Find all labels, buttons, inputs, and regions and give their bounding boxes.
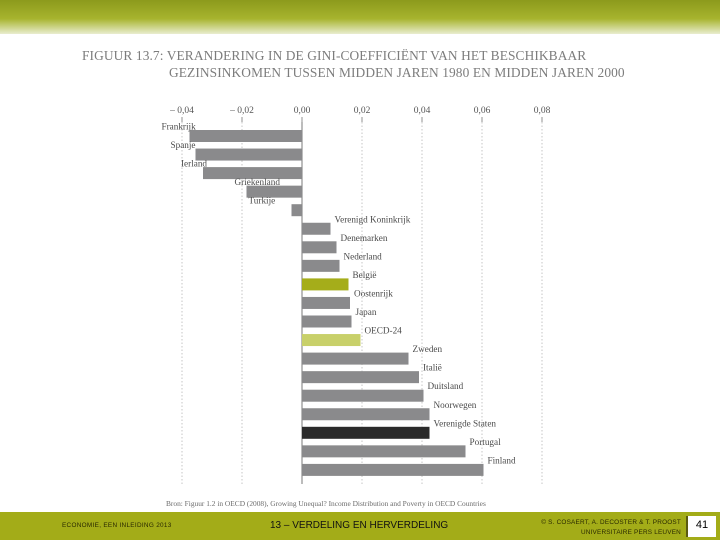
footer-copyright: © S. COSAERT, A. DECOSTER & T. PROOST UN… xyxy=(536,518,681,538)
bar-denemarken xyxy=(302,241,337,254)
bar-portugal xyxy=(302,445,466,458)
category-label: Noorwegen xyxy=(434,400,477,410)
bar-japan xyxy=(302,315,352,328)
x-tick-label: 0,08 xyxy=(534,106,551,116)
category-label: Griekenland xyxy=(235,177,281,187)
bar-belgi- xyxy=(302,278,349,291)
bar-finland xyxy=(302,463,484,476)
footer-course-title: ECONOMIE, EEN INLEIDING 2013 xyxy=(62,522,172,529)
category-label: Finland xyxy=(488,455,516,465)
category-label: Oostenrijk xyxy=(354,288,393,298)
x-tick-label: – 0,04 xyxy=(169,106,194,116)
figure-title-line2: GEZINSINKOMEN TUSSEN MIDDEN JAREN 1980 E… xyxy=(169,65,625,80)
page-number: 41 xyxy=(695,519,709,531)
category-label: OECD-24 xyxy=(365,326,403,336)
x-tick-label: 0,06 xyxy=(474,106,491,116)
category-label: Ierland xyxy=(181,159,207,169)
footer-bar: ECONOMIE, EEN INLEIDING 2013 13 – VERDEL… xyxy=(0,512,720,540)
bar-griekenland xyxy=(246,185,302,198)
figure-title: FIGUUR 13.7: VERANDERING IN DE GINI-COEF… xyxy=(82,47,682,81)
category-label: Italië xyxy=(423,363,442,373)
category-label: Verenigd Koninkrijk xyxy=(335,214,411,224)
category-label: België xyxy=(353,270,377,280)
bar-nederland xyxy=(302,259,340,272)
bar-oostenrijk xyxy=(302,296,350,309)
category-label: Zweden xyxy=(413,344,443,354)
x-tick-label: – 0,02 xyxy=(229,106,254,116)
bar-verenigd-koninkrijk xyxy=(302,222,331,235)
category-label: Duitsland xyxy=(428,381,464,391)
category-label: Denemarken xyxy=(341,233,388,243)
category-label: Portugal xyxy=(470,437,502,447)
bar-itali- xyxy=(302,371,419,384)
category-label: Frankrijk xyxy=(162,122,197,132)
x-tick-label: 0,00 xyxy=(294,106,311,116)
bar-duitsland xyxy=(302,389,424,402)
category-label: Spanje xyxy=(171,140,196,150)
category-label: Verenigde Staten xyxy=(434,418,497,428)
x-tick-label: 0,04 xyxy=(414,106,431,116)
bar-verenigde-staten xyxy=(302,426,430,439)
figure-title-line1: FIGUUR 13.7: VERANDERING IN DE GINI-COEF… xyxy=(82,48,587,63)
bar-spanje xyxy=(195,148,302,161)
x-tick-label: 0,02 xyxy=(354,106,371,116)
bar-turkije xyxy=(291,204,302,217)
bar-ierland xyxy=(203,167,302,180)
category-label: Turkije xyxy=(249,196,276,206)
bar-oecd-24 xyxy=(302,334,361,347)
footer-authors: © S. COSAERT, A. DECOSTER & T. PROOST xyxy=(541,519,681,526)
category-label: Japan xyxy=(356,307,377,317)
category-label: Nederland xyxy=(344,251,383,261)
footer-chapter-title: 13 – VERDELING EN HERVERDELING xyxy=(270,520,449,531)
bar-noorwegen xyxy=(302,408,430,421)
top-decorative-band xyxy=(0,0,720,34)
bar-zweden xyxy=(302,352,409,365)
footer-publisher: UNIVERSITAIRE PERS LEUVEN xyxy=(580,529,681,536)
page-number-box: 41 xyxy=(686,516,716,537)
bar-frankrijk xyxy=(189,130,302,142)
source-note: Bron: Figuur 1.2 in OECD (2008), Growing… xyxy=(166,499,486,508)
